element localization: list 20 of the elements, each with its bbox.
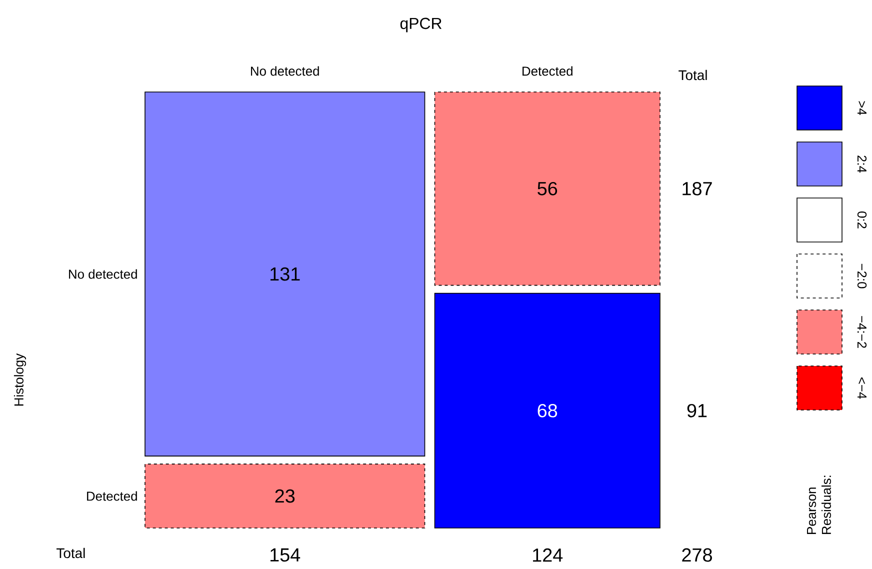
chart-title: qPCR [400, 18, 442, 32]
text: 154 [270, 548, 300, 562]
text: −2:0 [857, 264, 867, 288]
text: <−4 [858, 377, 866, 399]
text: 124 [533, 548, 563, 562]
text: Total [56, 548, 85, 558]
text: 187 [682, 182, 712, 196]
legend-title: Pearson Residuals: [807, 476, 831, 534]
y-axis-title: Histology [14, 353, 26, 406]
text: Total [678, 70, 707, 80]
data-label: 56 [538, 182, 558, 196]
data-label: 131 [270, 267, 300, 281]
text: 91 [687, 404, 707, 418]
text: >4 [858, 101, 866, 116]
data-label: 23 [275, 489, 295, 503]
text: 2:4 [857, 156, 867, 173]
text: 0:2 [857, 212, 867, 228]
text: 278 [682, 548, 712, 562]
text: −4:−2 [857, 316, 867, 348]
data-label: 68 [538, 404, 558, 418]
